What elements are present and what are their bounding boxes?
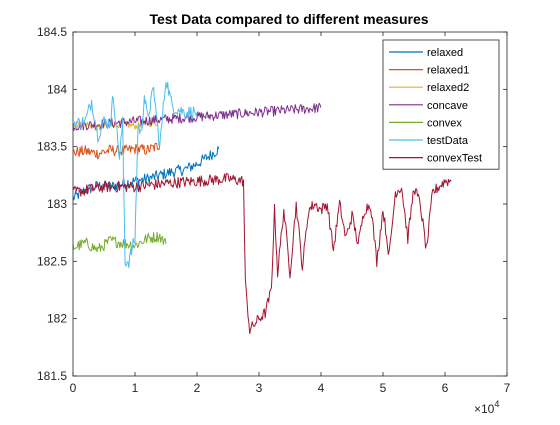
legend-label-concave: concave: [427, 100, 468, 112]
x-tick-label: 3: [256, 381, 263, 395]
x-axis-multiplier: ×104: [474, 399, 499, 416]
y-tick-label: 183: [47, 197, 67, 211]
legend-label-testData: testData: [427, 135, 469, 147]
series-line-testData: [72, 81, 198, 269]
x-tick-label: 5: [380, 381, 387, 395]
chart-title: Test Data compared to different measures: [149, 11, 428, 27]
legend-label-relaxed: relaxed: [427, 47, 463, 59]
x-tick-label: 2: [194, 381, 201, 395]
y-tick-label: 181.5: [37, 369, 67, 383]
legend: relaxed relaxed1 relaxed2 concave convex test…: [382, 39, 500, 170]
y-tick-label: 182.5: [37, 254, 67, 268]
x-tick-label: 1: [132, 381, 139, 395]
series-line-concave: [72, 102, 322, 131]
x-axis-multiplier-exponent: 4: [494, 399, 499, 409]
legend-label-convexTest: convexTest: [427, 153, 482, 165]
x-tick-label: 4: [318, 381, 325, 395]
series-line-convexTest: [72, 173, 452, 335]
y-tick-label: 184: [47, 82, 67, 96]
x-tick-label: 6: [442, 381, 449, 395]
y-tick-label: 183.5: [37, 140, 67, 154]
axes-layer: 0 1 2 3 4 5 6 7 181.5 182 182.5 183 183.5 184 184.5 ×10…: [37, 25, 511, 416]
legend-label-relaxed2: relaxed2: [427, 82, 469, 94]
legend-label-convex: convex: [427, 117, 462, 129]
y-tick-label: 182: [47, 312, 67, 326]
x-tick-label: 7: [504, 381, 511, 395]
y-tick-label: 184.5: [37, 25, 67, 39]
x-tick-label: 0: [70, 381, 77, 395]
series-line-convex: [72, 231, 167, 253]
legend-label-relaxed1: relaxed1: [427, 65, 469, 77]
x-axis-multiplier-base: ×10: [474, 402, 495, 416]
series-layer: [72, 81, 452, 335]
series-line-relaxed1: [73, 142, 161, 160]
